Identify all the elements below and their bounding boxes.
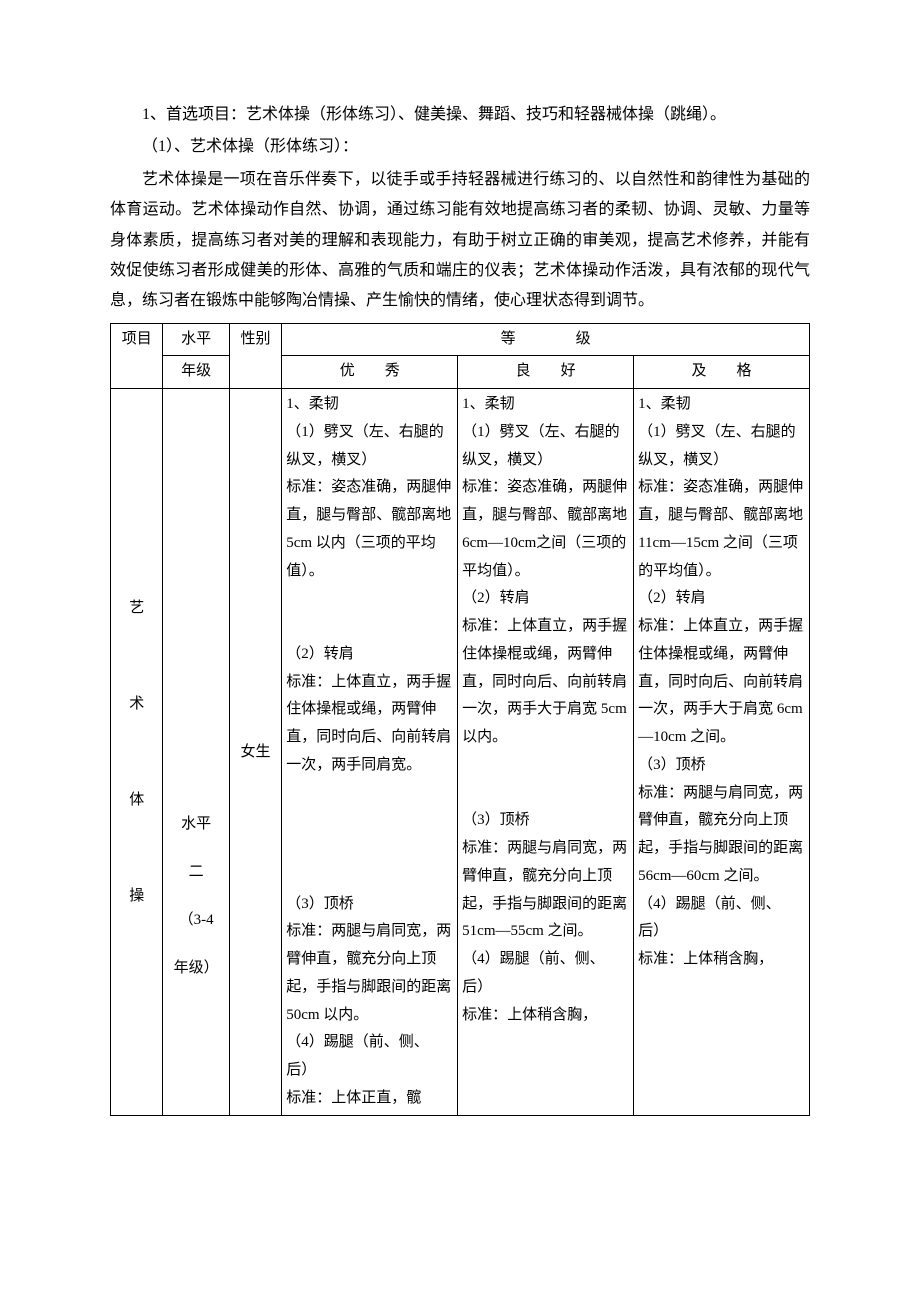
cell-excellent: 1、柔韧（1）劈叉（左、右腿的纵叉，横叉）标准：姿态准确，两腿伸直，腿与臀部、髋… (282, 389, 458, 1116)
hdr-excellent: 优 秀 (282, 356, 458, 389)
hdr-level1: 水平 (163, 323, 229, 356)
hdr-level2: 年级 (163, 356, 229, 389)
hdr-project: 项目 (111, 323, 163, 389)
intro-body: 艺术体操是一项在音乐伴奏下，以徒手或手持轻器械进行练习的、以自然性和韵律性为基础… (110, 165, 810, 317)
cell-pass: 1、柔韧（1）劈叉（左、右腿的纵叉，横叉）标准：姿态准确，两腿伸直，腿与臀部、髋… (634, 389, 810, 1116)
cell-good: 1、柔韧（1）劈叉（左、右腿的纵叉，横叉）标准：姿态准确，两腿伸直，腿与臀部、髋… (458, 389, 634, 1116)
hdr-good: 良 好 (458, 356, 634, 389)
standards-table: 项目 水平 性别 等 级 年级 优 秀 良 好 及 格 艺术体操 水平二（3-4… (110, 323, 810, 1116)
intro-line2: （1）、艺术体操（形体练习）： (110, 132, 810, 162)
cell-project: 艺术体操 (111, 389, 163, 1116)
cell-level: 水平二（3-4年级） (163, 389, 229, 1116)
intro-line1: 1、首选项目：艺术体操（形体练习）、健美操、舞蹈、技巧和轻器械体操（跳绳）。 (110, 100, 810, 130)
hdr-pass: 及 格 (634, 356, 810, 389)
hdr-gender: 性别 (229, 323, 281, 389)
table-header-row1: 项目 水平 性别 等 级 (111, 323, 810, 356)
table-header-row2: 年级 优 秀 良 好 及 格 (111, 356, 810, 389)
table-row: 艺术体操 水平二（3-4年级） 女生 1、柔韧（1）劈叉（左、右腿的纵叉，横叉）… (111, 389, 810, 1116)
hdr-rank: 等 级 (282, 323, 810, 356)
cell-gender: 女生 (229, 389, 281, 1116)
